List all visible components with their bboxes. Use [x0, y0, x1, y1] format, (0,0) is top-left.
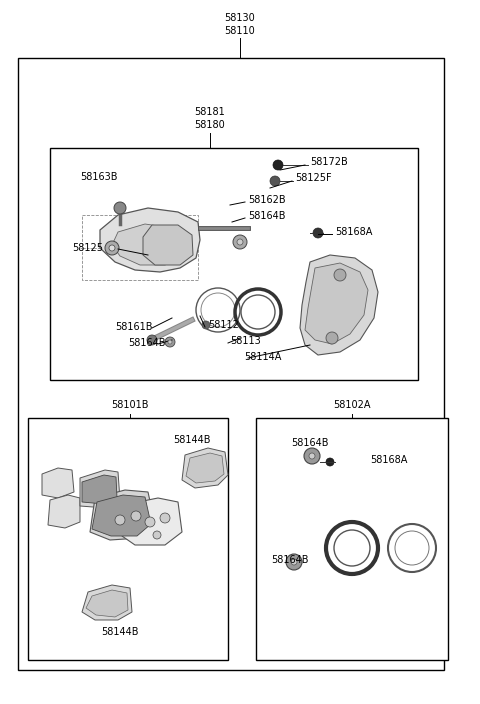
Polygon shape — [90, 490, 155, 540]
Polygon shape — [42, 468, 74, 498]
Text: 58181: 58181 — [194, 107, 226, 117]
Text: 58164B: 58164B — [271, 555, 309, 565]
Text: 58144B: 58144B — [173, 435, 211, 445]
Circle shape — [165, 337, 175, 347]
Polygon shape — [182, 448, 228, 488]
Bar — [28, 418, 228, 660]
Circle shape — [334, 269, 346, 281]
Polygon shape — [82, 475, 117, 504]
Circle shape — [326, 332, 338, 344]
Circle shape — [309, 453, 315, 459]
Circle shape — [131, 511, 141, 521]
Circle shape — [168, 340, 172, 344]
Polygon shape — [112, 224, 185, 265]
Text: 58164B: 58164B — [128, 338, 166, 348]
Polygon shape — [122, 498, 182, 545]
Text: 58168A: 58168A — [370, 455, 408, 465]
Circle shape — [105, 241, 119, 255]
Text: 58168A: 58168A — [335, 227, 372, 237]
Text: 58102A: 58102A — [333, 400, 371, 410]
Polygon shape — [100, 208, 200, 272]
Circle shape — [291, 559, 297, 565]
Bar — [256, 418, 448, 660]
Text: 58164B: 58164B — [248, 211, 286, 221]
Circle shape — [115, 515, 125, 525]
Bar — [18, 58, 444, 670]
Text: 58125: 58125 — [72, 243, 103, 253]
Polygon shape — [92, 495, 151, 536]
Circle shape — [114, 202, 126, 214]
Bar — [50, 148, 418, 380]
Text: 58164B: 58164B — [291, 438, 329, 448]
Text: 58112: 58112 — [208, 320, 239, 330]
Polygon shape — [80, 470, 120, 508]
Circle shape — [286, 554, 302, 570]
Circle shape — [313, 228, 323, 238]
Circle shape — [233, 235, 247, 249]
Text: 58163B: 58163B — [80, 172, 118, 182]
Polygon shape — [82, 585, 132, 620]
Circle shape — [273, 160, 283, 170]
Circle shape — [304, 448, 320, 464]
Circle shape — [237, 239, 243, 245]
Text: 58101B: 58101B — [111, 400, 149, 410]
Text: 58161B: 58161B — [115, 322, 153, 332]
Polygon shape — [86, 590, 128, 617]
Circle shape — [160, 513, 170, 523]
Circle shape — [147, 335, 157, 345]
Polygon shape — [305, 263, 368, 344]
Polygon shape — [48, 495, 80, 528]
Circle shape — [109, 245, 115, 251]
Text: 58180: 58180 — [194, 120, 226, 130]
Text: 58130: 58130 — [225, 13, 255, 23]
Text: 58113: 58113 — [230, 336, 261, 346]
Text: 58162B: 58162B — [248, 195, 286, 205]
Polygon shape — [143, 225, 193, 265]
Text: 58144B: 58144B — [101, 627, 139, 637]
Text: 58114A: 58114A — [244, 352, 281, 362]
Circle shape — [202, 321, 210, 329]
Text: 58172B: 58172B — [310, 157, 348, 167]
Text: 58110: 58110 — [225, 26, 255, 36]
Polygon shape — [300, 255, 378, 355]
Circle shape — [270, 176, 280, 186]
Circle shape — [145, 517, 155, 527]
Circle shape — [326, 458, 334, 466]
Polygon shape — [186, 453, 224, 483]
Text: 58125F: 58125F — [295, 173, 332, 183]
Circle shape — [153, 531, 161, 539]
